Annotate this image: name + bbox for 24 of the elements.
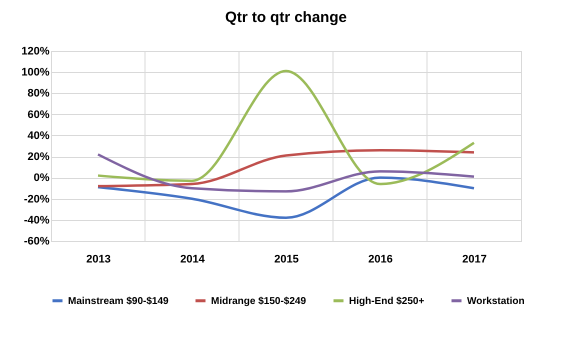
chart-title: Qtr to qtr change (225, 9, 347, 26)
y-tick-label: 0% (34, 172, 50, 184)
y-tick-label: 40% (27, 130, 50, 142)
x-tick-label: 2014 (180, 254, 206, 266)
legend-label: High-End $250+ (349, 296, 424, 307)
legend-label: Mainstream $90-$149 (68, 296, 170, 307)
y-tick-label: -40% (24, 214, 50, 226)
line-series (96, 70, 476, 186)
legend-label: Workstation (467, 296, 525, 307)
y-tick-label: 60% (27, 108, 50, 121)
y-tick-label: -60% (24, 236, 50, 248)
line-series (96, 176, 476, 220)
y-tick-label: 100% (21, 66, 50, 79)
legend-label: Midrange $150-$249 (211, 296, 306, 307)
line-series (96, 153, 476, 193)
y-tick-label: -20% (24, 193, 50, 206)
x-tick-label: 2013 (86, 254, 111, 266)
line-series (96, 148, 476, 188)
x-tick-label: 2017 (462, 254, 487, 266)
x-tick-label: 2016 (368, 254, 393, 266)
y-tick-label: 80% (27, 88, 50, 100)
y-tick-label: 120% (21, 46, 50, 58)
y-tick-label: 20% (27, 151, 50, 164)
x-tick-label: 2015 (274, 254, 299, 266)
